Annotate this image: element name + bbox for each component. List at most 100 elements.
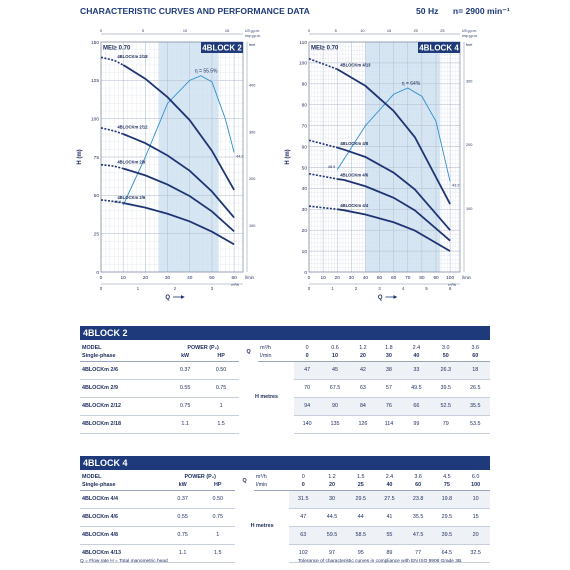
- 4block2-head-curve: [123, 202, 235, 246]
- 4block4-y-tick: 0: [304, 270, 307, 276]
- 4block4-x-tick: 50: [377, 275, 383, 281]
- head-value: 55: [375, 526, 404, 545]
- head-value: 38: [376, 361, 402, 380]
- 4block2-top-tick: 10: [183, 29, 187, 33]
- power-kw: 1.1: [165, 544, 201, 563]
- 4block4-m3h-unit: m³/h: [448, 283, 456, 287]
- 4block4-chart-title: 4BLOCK 4: [419, 44, 459, 53]
- 4block2-feet-tick: 300: [249, 130, 255, 134]
- head-value: 63: [349, 379, 377, 398]
- 4block4-head-curve: [337, 178, 451, 242]
- power-hp: 0.50: [200, 490, 236, 509]
- m3h-unit: m³/h: [255, 473, 267, 480]
- head-value: 20: [461, 526, 490, 545]
- 4block2-x-unit: l/min: [245, 275, 255, 280]
- power-hp: 1.5: [203, 415, 240, 434]
- head-value: 33: [401, 361, 432, 380]
- 4block2-x-tick: 40: [187, 275, 193, 281]
- head-value: 126: [349, 415, 377, 434]
- lmin-value: 0: [293, 352, 321, 362]
- 4block2-head-curve-start: [100, 163, 124, 170]
- 4block4-x-tick: 90: [433, 275, 439, 281]
- m3h-value: 1.2: [359, 344, 367, 351]
- 4block4-x-unit: l/min: [462, 275, 472, 280]
- 4block4-y-tick: 90: [302, 82, 308, 88]
- 4block4-head-curve-start: [308, 57, 338, 70]
- lmin-value: 40: [401, 352, 432, 362]
- 4block2-y-tick: 100: [91, 116, 99, 122]
- head-value: 26.3: [431, 361, 461, 380]
- head-value: 42: [349, 361, 377, 380]
- head-value: 76: [376, 397, 402, 416]
- 4block2-m3h-tick: 0: [100, 286, 103, 291]
- head-value: 35.5: [403, 508, 433, 527]
- 4block4-feet-tick: 200: [466, 143, 472, 147]
- 4block2-head-curve: [122, 167, 235, 233]
- m3h-value: 4.5: [443, 473, 451, 480]
- 4block2-x-tick: 50: [209, 275, 215, 281]
- table-row: 4BLOCKm 2/9 0.55 0.75 70 67.5 63 57 49.5 39.5 26.…: [80, 379, 490, 398]
- m3h-value: 2.4: [385, 473, 394, 480]
- head-value: 77: [403, 544, 433, 563]
- 4block4-curve-label: 4BLOCKm 4/8: [340, 141, 369, 146]
- 4block4-x-tick: 10: [320, 275, 326, 281]
- 4block4-curve-label: 4BLOCKm 4/13: [340, 63, 371, 68]
- model-name: 4BLOCKm 2/9: [80, 379, 168, 398]
- lmin-value: 25: [346, 481, 376, 491]
- 4block2-y-tick: 50: [94, 193, 100, 199]
- model-name: 4BLOCKm 2/18: [80, 415, 168, 434]
- 4block2-top-tick: 5: [142, 29, 144, 33]
- table-row: 4BLOCKm 2/18 1.1 1.5 140 135 126 114 99 79 53.5: [80, 415, 490, 434]
- head-value: 102: [288, 544, 318, 563]
- 4block4-m3h-tick: 2: [355, 286, 358, 291]
- 4block4-recommended-zone: [365, 42, 441, 272]
- power-kw: 0.75: [167, 397, 204, 416]
- head-value: 47: [288, 508, 318, 527]
- model-name: 4BLOCKm 4/8: [80, 526, 166, 545]
- single-phase-header: Single-phase: [80, 352, 168, 362]
- head-value: 64.5: [432, 544, 462, 563]
- 4block2-m3h-unit: m³/h: [231, 283, 239, 287]
- power-kw: 0.37: [165, 490, 201, 509]
- single-phase-header: Single-phase: [80, 481, 166, 491]
- 4block2-y-label: H (m): [77, 149, 83, 164]
- lmin-value: 100: [461, 481, 490, 491]
- table-header-row: Single-phase kW HP l/min 0 10 20 30 40 50 60: [80, 352, 490, 362]
- 4block4-mei-label: MEI≥ 0.70: [311, 46, 339, 52]
- 4block4-x-tick: 20: [335, 275, 341, 281]
- 4block2-curve-label: 4BLOCKm 2/9: [117, 160, 146, 165]
- power-kw: 1.1: [167, 415, 204, 434]
- 4block4-y-label: H (m): [285, 149, 291, 164]
- m3h-value: 0.6: [331, 344, 339, 351]
- head-value: 41: [375, 508, 404, 527]
- 4block4-top-tick: 10: [360, 29, 364, 33]
- 4block2-x-label: Q: [165, 295, 170, 301]
- m3h-value: 3.0: [442, 344, 450, 351]
- head-value: 114: [376, 415, 402, 434]
- 4block4-plot-frame: [308, 41, 461, 273]
- 4block2-head-curve: [122, 64, 235, 191]
- m3h-unit: m³/h: [260, 344, 271, 351]
- lmin-value: 30: [376, 352, 402, 362]
- 4block4-y-tick: 100: [299, 61, 307, 67]
- page-title: CHARACTERISTIC CURVES AND PERFORMANCE DA…: [80, 6, 310, 16]
- lmin-value: 60: [460, 352, 490, 362]
- 4block4-head-curve-start: [308, 172, 338, 180]
- 4block2-top-unit2: Imp g.p.m.: [245, 34, 261, 38]
- head-value: 97: [317, 544, 347, 563]
- power-kw: 0.37: [167, 361, 204, 380]
- table-row: 4BLOCKm 4/13 1.1 1.5 102 97 95 89 77 64.5 32.5: [80, 544, 490, 563]
- model-header: MODEL: [82, 344, 102, 351]
- power-header: POWER (P₂): [184, 473, 216, 480]
- hp-header: HP: [200, 481, 236, 491]
- 4block4-y-tick: 20: [302, 228, 308, 234]
- 4block4-top-tick: 25: [440, 29, 444, 33]
- head-value: 99: [401, 415, 432, 434]
- 4block2-efficiency-curve: [122, 75, 235, 206]
- 4block4-curve-label: 4BLOCKm 4/6: [340, 172, 369, 177]
- head-value: 79: [431, 415, 461, 434]
- head-value: 94: [293, 397, 321, 416]
- 4block2-curve-label: 4BLOCKm 2/18: [117, 54, 148, 59]
- 4block2-mei-label: MEI≥ 0.70: [103, 46, 131, 52]
- 4block2-y-tick: 0: [96, 270, 99, 276]
